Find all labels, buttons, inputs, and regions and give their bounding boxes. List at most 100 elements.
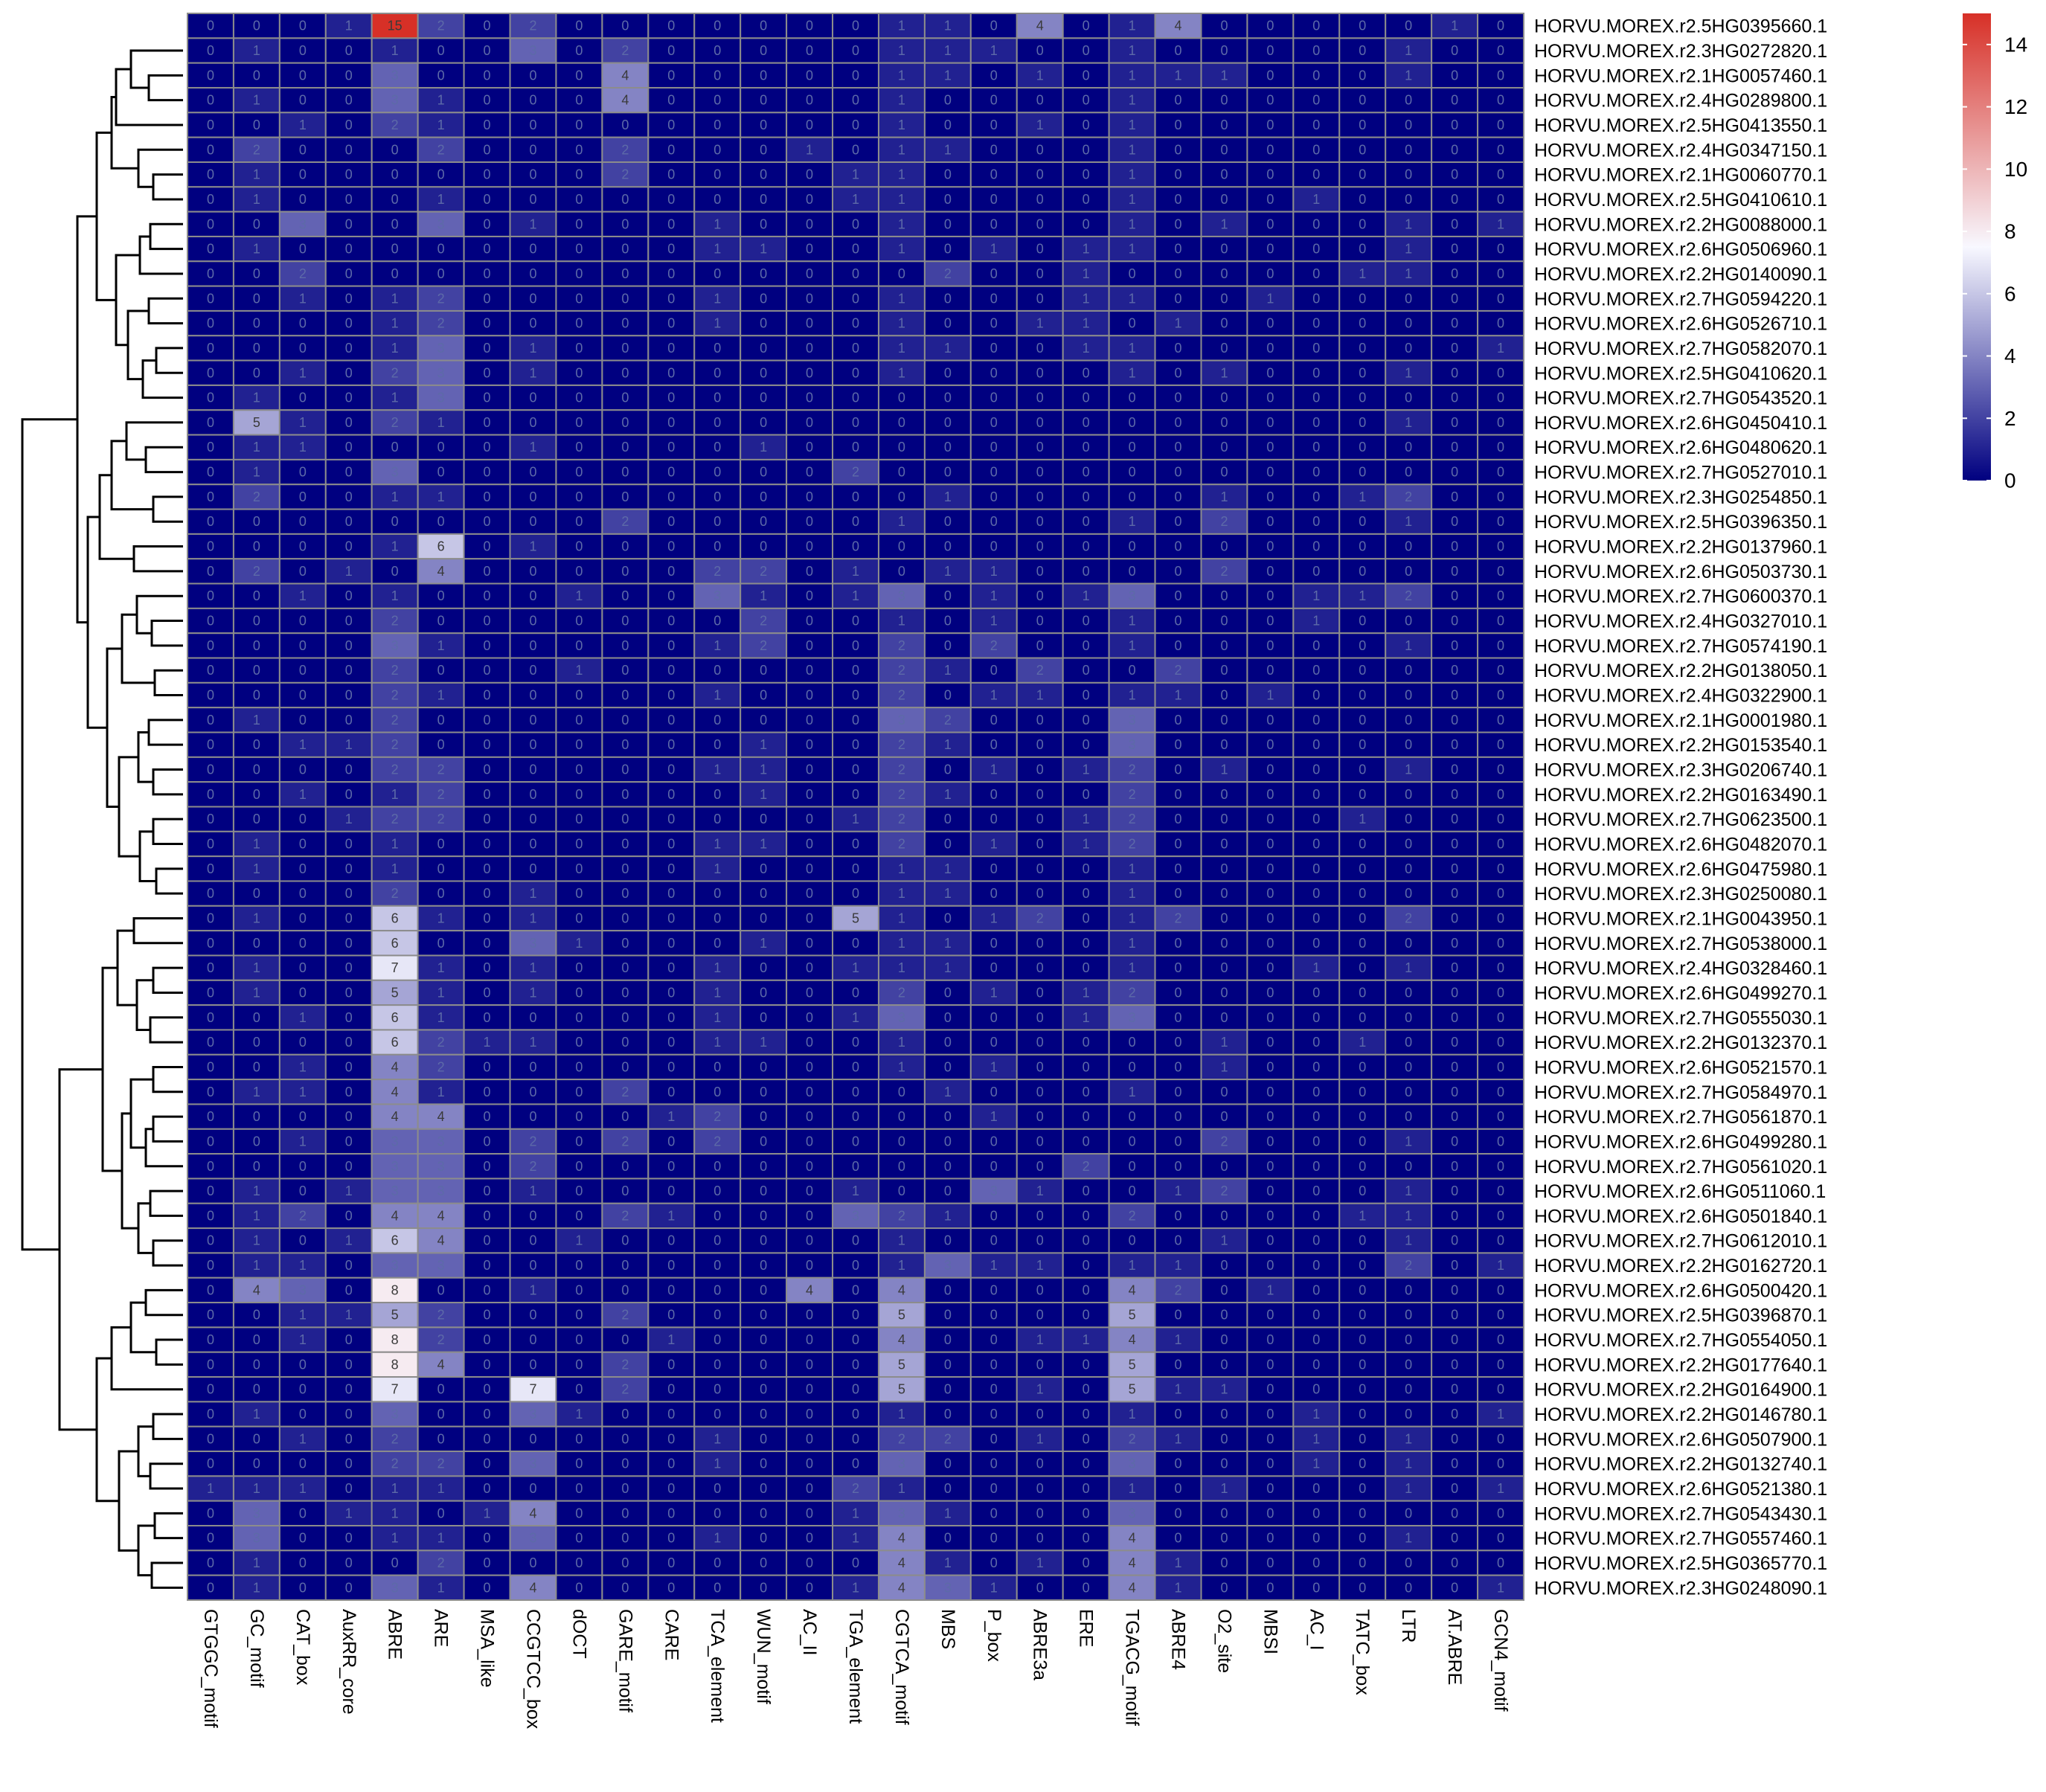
cell-value-label: 0 bbox=[1266, 588, 1274, 603]
cell-value-label: 1 bbox=[1129, 192, 1136, 207]
cell-value-label: 0 bbox=[1359, 1184, 1366, 1198]
cell-value-label: 0 bbox=[806, 19, 813, 33]
heatmap-cell bbox=[832, 211, 879, 237]
heatmap-cell bbox=[1385, 62, 1433, 89]
cell-value-label: 1 bbox=[760, 762, 767, 777]
cell-value-label: 0 bbox=[1312, 713, 1320, 728]
cell-value-label: 1 bbox=[760, 787, 767, 802]
cell-value-label: 0 bbox=[207, 1308, 214, 1323]
cell-value-label: 4 bbox=[1129, 1555, 1136, 1570]
dendrogram-branch bbox=[152, 495, 183, 523]
cell-value-label: 0 bbox=[760, 1308, 767, 1323]
cell-value-label: 1 bbox=[898, 43, 905, 58]
cell-value-label: 0 bbox=[1266, 19, 1274, 33]
cell-value-label: 1 bbox=[253, 836, 260, 851]
cell-value-label: 0 bbox=[990, 1457, 998, 1471]
heatmap-cell bbox=[923, 335, 972, 362]
cell-value-label: 0 bbox=[1036, 291, 1044, 306]
cell-value-label: 0 bbox=[1220, 1457, 1228, 1471]
cell-value-label: 0 bbox=[852, 341, 859, 356]
cell-value-label: 0 bbox=[1036, 266, 1044, 281]
cell-value-label: 0 bbox=[1036, 93, 1044, 108]
cell-value-label: 0 bbox=[253, 1159, 260, 1174]
row-label: HORVU.MOREX.r2.6HG0499280.1 bbox=[1534, 1131, 1827, 1152]
cell-value-label: 0 bbox=[806, 341, 813, 356]
cell-value-label: 0 bbox=[760, 341, 767, 356]
cell-value-label: 0 bbox=[345, 365, 353, 380]
cell-value-label: 0 bbox=[760, 886, 767, 901]
cell-value-label: 4 bbox=[437, 564, 445, 579]
cell-value-label: 0 bbox=[806, 440, 813, 455]
cell-value-label: 0 bbox=[1036, 1233, 1044, 1248]
cell-value-label: 0 bbox=[1220, 291, 1228, 306]
cell-value-label: 3 bbox=[944, 1258, 952, 1273]
cell-value-label: 0 bbox=[667, 391, 675, 405]
cell-value-label: 4 bbox=[1129, 1580, 1136, 1595]
cell-value-label: 0 bbox=[1036, 1308, 1044, 1323]
cell-value-label: 2 bbox=[1175, 1282, 1182, 1297]
cell-value-label: 0 bbox=[990, 167, 998, 182]
cell-value-label: 0 bbox=[806, 1457, 813, 1471]
cell-value-label: 0 bbox=[1083, 1382, 1090, 1397]
heatmap-cell bbox=[923, 161, 972, 188]
cell-value-label: 0 bbox=[529, 1481, 536, 1496]
cell-value-label: 0 bbox=[667, 316, 675, 331]
heatmap-cell bbox=[601, 161, 650, 188]
cell-value-label: 0 bbox=[1359, 663, 1366, 678]
cell-value-label: 0 bbox=[207, 1357, 214, 1372]
cell-value-label: 0 bbox=[345, 985, 353, 1000]
cell-value-label: 0 bbox=[1451, 118, 1458, 132]
cell-value-label: 1 bbox=[1083, 985, 1090, 1000]
cell-value-label: 0 bbox=[345, 1407, 353, 1422]
cell-value-label: 0 bbox=[852, 663, 859, 678]
cell-value-label: 1 bbox=[391, 391, 399, 405]
cell-value-label: 0 bbox=[990, 142, 998, 157]
cell-value-label: 0 bbox=[667, 43, 675, 58]
cell-value-label: 0 bbox=[575, 1010, 583, 1025]
cell-value-label: 0 bbox=[1175, 836, 1182, 851]
cell-value-label: 0 bbox=[345, 688, 353, 703]
cell-value-label: 2 bbox=[391, 365, 399, 380]
cell-value-label: 0 bbox=[207, 1010, 214, 1025]
cell-value-label: 1 bbox=[437, 1580, 445, 1595]
cell-value-label: 0 bbox=[529, 836, 536, 851]
cell-value-label: 0 bbox=[1359, 1357, 1366, 1372]
cell-value-label: 0 bbox=[944, 465, 952, 480]
cell-value-label: 3 bbox=[437, 216, 445, 231]
dendrogram-branch bbox=[101, 966, 122, 1172]
cell-value-label: 1 bbox=[760, 936, 767, 951]
cell-value-label: 0 bbox=[391, 440, 399, 455]
dendrogram-branch bbox=[86, 516, 107, 729]
cell-value-label: 0 bbox=[484, 242, 491, 257]
cell-value-label: 0 bbox=[1451, 1457, 1458, 1471]
cell-value-label: 0 bbox=[667, 812, 675, 826]
cell-value-label: 0 bbox=[1220, 316, 1228, 331]
cell-value-label: 1 bbox=[990, 985, 998, 1000]
cell-value-label: 0 bbox=[253, 588, 260, 603]
cell-value-label: 0 bbox=[391, 266, 399, 281]
cell-value-label: 4 bbox=[1036, 19, 1044, 33]
cell-value-label: 0 bbox=[207, 638, 214, 653]
cell-value-label: 0 bbox=[1359, 142, 1366, 157]
cell-value-label: 0 bbox=[253, 68, 260, 83]
heatmap-cell bbox=[1431, 112, 1479, 138]
cell-value-label: 0 bbox=[207, 68, 214, 83]
cell-value-label: 0 bbox=[1359, 1010, 1366, 1025]
cell-value-label: 0 bbox=[1359, 1580, 1366, 1595]
cell-value-label: 0 bbox=[760, 1382, 767, 1397]
cell-value-label: 0 bbox=[484, 142, 491, 157]
cell-value-label: 1 bbox=[437, 489, 445, 504]
cell-value-label: 0 bbox=[667, 1357, 675, 1372]
cell-value-label: 0 bbox=[529, 391, 536, 405]
cell-value-label: 0 bbox=[529, 415, 536, 430]
cell-value-label: 0 bbox=[1266, 1308, 1274, 1323]
row-label: HORVU.MOREX.r2.7HG0543430.1 bbox=[1534, 1503, 1827, 1524]
cell-value-label: 2 bbox=[391, 614, 399, 629]
cell-value-label: 1 bbox=[299, 118, 307, 132]
cell-value-label: 0 bbox=[1266, 836, 1274, 851]
cell-value-label: 0 bbox=[484, 266, 491, 281]
cell-value-label: 1 bbox=[1220, 365, 1228, 380]
cell-value-label: 1 bbox=[391, 316, 399, 331]
cell-value-label: 0 bbox=[1451, 1531, 1458, 1546]
heatmap-cell bbox=[740, 136, 788, 163]
